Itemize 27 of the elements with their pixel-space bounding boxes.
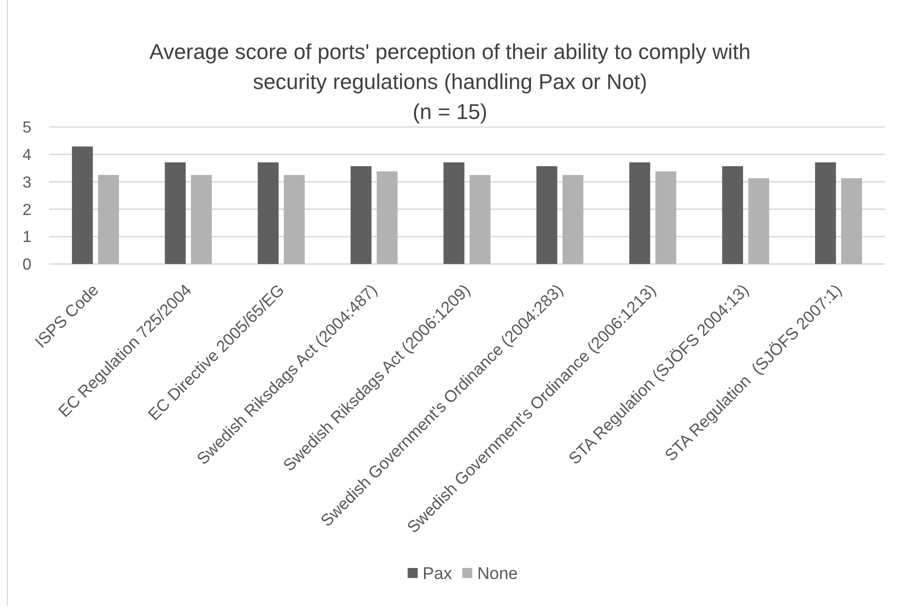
bar <box>98 174 119 264</box>
y-tick-label: 2 <box>22 202 32 219</box>
bar <box>815 162 836 264</box>
bar <box>841 178 862 264</box>
bar <box>655 171 676 264</box>
bar <box>376 171 398 264</box>
legend-label: None <box>477 564 518 583</box>
bar <box>164 162 186 264</box>
bar <box>470 174 490 264</box>
bar <box>284 174 305 264</box>
bar <box>562 174 584 264</box>
y-tick-label: 0 <box>22 256 32 274</box>
chart-title: Average score of ports' perception of their ability to comply with security regulations (handling Pax or Not) (n = 15) <box>149 40 751 124</box>
bar <box>536 166 558 264</box>
bar <box>748 178 770 264</box>
bar <box>444 162 464 264</box>
y-tick-label: 3 <box>22 174 32 192</box>
y-tick-label: 1 <box>22 229 32 246</box>
legend-label: Pax <box>422 564 452 583</box>
y-tick-label: 5 <box>22 120 32 137</box>
bar <box>190 174 212 264</box>
bar <box>258 162 279 264</box>
bar <box>350 166 372 264</box>
bar <box>722 166 744 264</box>
bar <box>629 162 650 264</box>
y-tick-label: 4 <box>22 147 32 164</box>
bar <box>72 146 93 264</box>
